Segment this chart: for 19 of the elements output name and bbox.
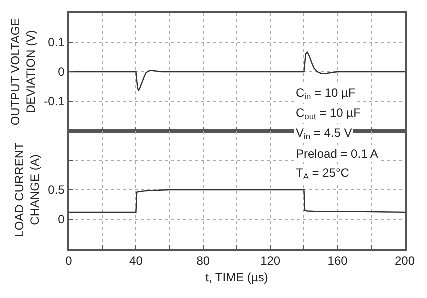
annotation: T$_{A}$ = 25°C bbox=[296, 166, 350, 182]
y-tick-label: 0.1 bbox=[48, 36, 66, 50]
annotation: C$_{out}$ = 10 µF bbox=[296, 106, 361, 122]
y-tick-label: 0 bbox=[58, 212, 66, 227]
x-axis-title: t, TIME (µs) bbox=[206, 270, 268, 285]
annotation: Preload = 0.1 A bbox=[296, 147, 378, 161]
y-axis-title: LOAD CURRENT CHANGE (A) bbox=[12, 142, 42, 238]
line-series bbox=[69, 189, 405, 214]
x-tick-label: 160 bbox=[328, 254, 348, 268]
x-tick-label: 80 bbox=[196, 254, 210, 268]
x-tick-label: 40 bbox=[130, 254, 144, 268]
y-axis-title: OUTPUT VOLTAGE DEVIATION (V) bbox=[8, 18, 38, 126]
x-tick-label: 120 bbox=[260, 254, 281, 268]
y-tick-label: 0 bbox=[58, 65, 66, 80]
y-tick-label: -0.1 bbox=[44, 94, 66, 109]
y-tick-label: 0.5 bbox=[48, 183, 66, 198]
x-tick-label: 200 bbox=[394, 254, 416, 268]
annotation: C$_{in}$ = 10 µF bbox=[296, 86, 356, 102]
annotation: V$_{in}$ = 4.5 V bbox=[296, 126, 352, 142]
